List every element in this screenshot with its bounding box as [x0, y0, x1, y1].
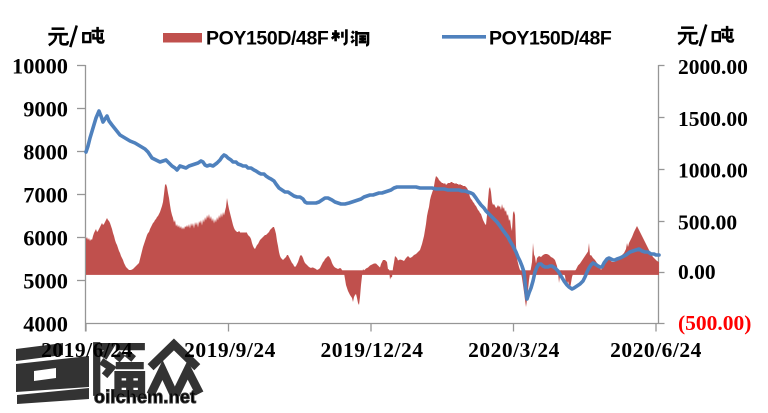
svg-text:2020/3/24: 2020/3/24 [468, 338, 560, 362]
svg-text:6000: 6000 [23, 226, 68, 251]
svg-text:9000: 9000 [23, 97, 68, 122]
svg-text:8000: 8000 [23, 140, 68, 165]
svg-text:7000: 7000 [23, 183, 68, 208]
svg-text:4000: 4000 [23, 312, 68, 337]
svg-text:500.00: 500.00 [678, 210, 737, 234]
svg-text:10000: 10000 [12, 54, 68, 79]
svg-text:oilchem.net: oilchem.net [94, 387, 196, 407]
svg-text:2019/9/24: 2019/9/24 [184, 338, 276, 362]
svg-text:0.00: 0.00 [678, 260, 716, 284]
svg-text:(500.00): (500.00) [678, 311, 751, 335]
svg-text:2020/6/24: 2020/6/24 [610, 338, 702, 362]
svg-text:POY150D/48F: POY150D/48F [206, 28, 329, 50]
svg-text:2000.00: 2000.00 [678, 55, 748, 79]
svg-text:POY150D/48F: POY150D/48F [489, 28, 612, 50]
svg-text:1500.00: 1500.00 [678, 107, 748, 131]
svg-text:2019/6/24: 2019/6/24 [41, 338, 133, 362]
svg-text:2019/12/24: 2019/12/24 [321, 338, 424, 362]
svg-text:1000.00: 1000.00 [678, 159, 748, 183]
svg-text:5000: 5000 [23, 269, 68, 294]
